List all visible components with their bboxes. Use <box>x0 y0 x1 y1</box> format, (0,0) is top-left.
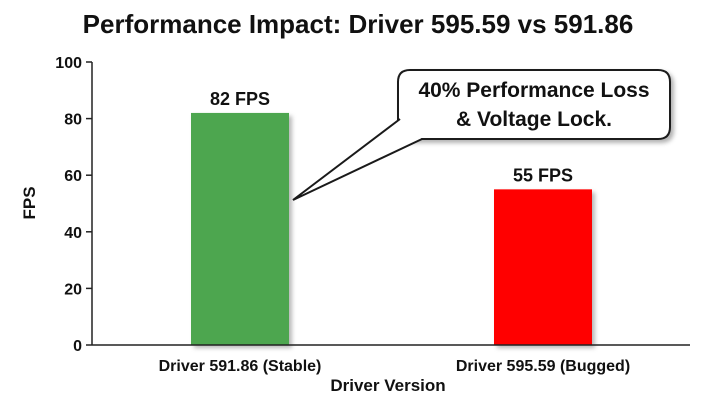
y-tick-label: 0 <box>73 338 82 355</box>
y-axis-label: FPS <box>20 186 39 219</box>
bars <box>191 112 592 345</box>
callout-line-2: & Voltage Lock. <box>456 108 612 131</box>
x-tick-label: Driver 591.86 (Stable) <box>159 358 322 375</box>
callout-pointer-join <box>399 120 422 139</box>
y-axis-ticks: 0 20 40 60 80 100 <box>55 55 92 355</box>
y-tick-label: 80 <box>64 112 82 129</box>
callout: 40% Performance Loss & Voltage Lock. <box>292 69 671 201</box>
callout-pointer <box>292 118 423 201</box>
y-tick-label: 20 <box>64 281 82 298</box>
x-axis-ticks: Driver 591.86 (Stable) Driver 595.59 (Bug… <box>159 358 631 375</box>
chart-title: Performance Impact: Driver 595.59 vs 591… <box>83 9 634 39</box>
bar-2 <box>494 189 592 345</box>
y-tick-label: 60 <box>64 168 82 185</box>
x-tick-label: Driver 595.59 (Bugged) <box>456 358 630 375</box>
value-labels: 82 FPS 55 FPS <box>210 89 573 185</box>
x-axis-label: Driver Version <box>330 376 445 395</box>
callout-box <box>397 69 671 140</box>
bar-1 <box>191 112 289 345</box>
y-tick-label: 40 <box>64 225 82 242</box>
y-tick-label: 100 <box>55 55 82 72</box>
callout-line-1: 40% Performance Loss <box>418 79 649 102</box>
bar-value-label: 55 FPS <box>513 165 573 185</box>
bar-value-label: 82 FPS <box>210 89 270 109</box>
